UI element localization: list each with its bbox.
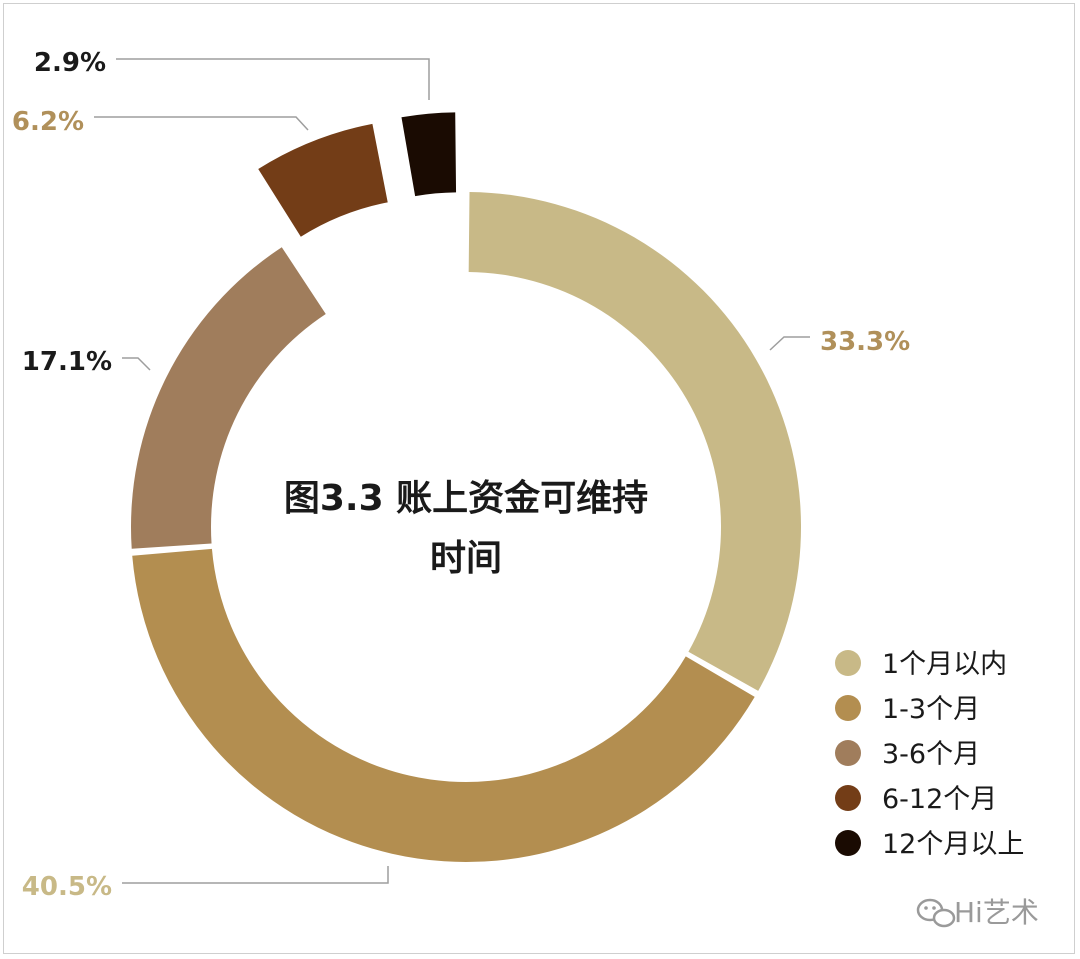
value-label-12个月以上: 2.9% bbox=[34, 48, 106, 78]
leader-line-1个月以内 bbox=[769, 336, 810, 351]
value-label-3-6个月: 17.1% bbox=[22, 347, 112, 377]
slice-1个月以内 bbox=[468, 192, 801, 691]
legend-label-3-6个月: 3-6个月 bbox=[882, 739, 980, 770]
watermark: Hi艺术 bbox=[916, 896, 1039, 929]
donut-slices bbox=[131, 112, 801, 862]
value-labels: 33.3% 40.5% 17.1% 6.2% 2.9% bbox=[12, 48, 910, 902]
chart-title-line-1: 图3.3 账上资金可维持 bbox=[284, 477, 648, 519]
legend-swatch-6-12个月 bbox=[835, 785, 861, 811]
slice-3-6个月 bbox=[131, 247, 326, 549]
watermark-text: Hi艺术 bbox=[954, 896, 1039, 929]
legend-swatch-1-3个月 bbox=[835, 695, 861, 721]
value-label-1-3个月: 40.5% bbox=[22, 872, 112, 902]
label-leader-lines bbox=[94, 58, 810, 884]
leader-line-1-3个月 bbox=[122, 866, 389, 884]
wechat-icon bbox=[916, 898, 956, 928]
chart-frame bbox=[3, 3, 1075, 954]
slice-1-3个月 bbox=[132, 548, 755, 862]
legend-label-1个月以内: 1个月以内 bbox=[882, 649, 1007, 680]
legend-label-6-12个月: 6-12个月 bbox=[882, 784, 997, 815]
legend-swatch-1个月以内 bbox=[835, 650, 861, 676]
legend-swatch-12个月以上 bbox=[835, 830, 861, 856]
value-label-1个月以内: 33.3% bbox=[820, 327, 910, 357]
legend-label-1-3个月: 1-3个月 bbox=[882, 694, 980, 725]
legend-swatch-3-6个月 bbox=[835, 740, 861, 766]
legend-label-12个月以上: 12个月以上 bbox=[882, 829, 1024, 860]
chart-title-line-2: 时间 bbox=[430, 538, 502, 579]
slice-6-12个月 bbox=[258, 123, 388, 237]
slice-12个月以上 bbox=[401, 112, 457, 197]
value-label-6-12个月: 6.2% bbox=[12, 107, 84, 137]
leader-line-12个月以上 bbox=[116, 58, 430, 100]
leader-line-6-12个月 bbox=[94, 116, 309, 131]
leader-line-3-6个月 bbox=[122, 357, 151, 371]
legend: 1个月以内 1-3个月 3-6个月 6-12个月 12个月以上 bbox=[835, 649, 1024, 860]
